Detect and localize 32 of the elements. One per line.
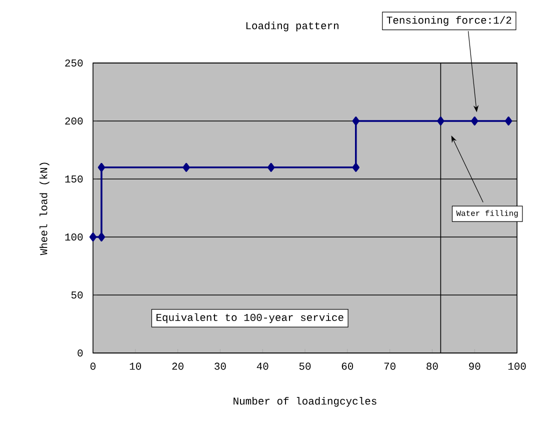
x-tick-label: 30: [214, 362, 226, 370]
x-tick-label: 90: [469, 362, 480, 370]
point: [89, 232, 97, 242]
x-tick-label: 80: [426, 362, 438, 370]
x-tick-label: 70: [384, 362, 396, 370]
point: [504, 116, 512, 126]
x-tick-label: 40: [256, 362, 268, 370]
point: [98, 162, 106, 172]
point: [437, 116, 444, 126]
annotation: Equivalent to 100-year service: [156, 313, 344, 324]
text: Tensioning force:1/2: [386, 16, 512, 26]
point: [98, 232, 106, 242]
point: [352, 162, 360, 172]
y-axis-title: Wheel load (kN): [40, 162, 50, 256]
y-tick-label: 200: [65, 117, 83, 125]
chart-title: Loading pattern: [246, 22, 338, 32]
y-tick-label: 100: [65, 233, 83, 241]
x-tick-label: 0: [90, 362, 96, 370]
x-tick-label: 10: [130, 362, 142, 370]
y-tick-label: 0: [78, 349, 83, 357]
x-axis-title: Number of loadingcycles: [234, 396, 376, 407]
point: [182, 162, 190, 172]
y-tick-label: 250: [65, 59, 83, 67]
y-tick-label: 50: [71, 291, 83, 299]
y-tick-label: 150: [65, 175, 83, 183]
point: [267, 162, 275, 172]
point: [471, 116, 478, 126]
x-tick-label: 60: [342, 362, 354, 370]
x-tick-label: 20: [172, 362, 184, 370]
x-tick-label: 100: [508, 362, 526, 370]
x-tick-label: 50: [299, 362, 311, 370]
point: [352, 116, 360, 126]
